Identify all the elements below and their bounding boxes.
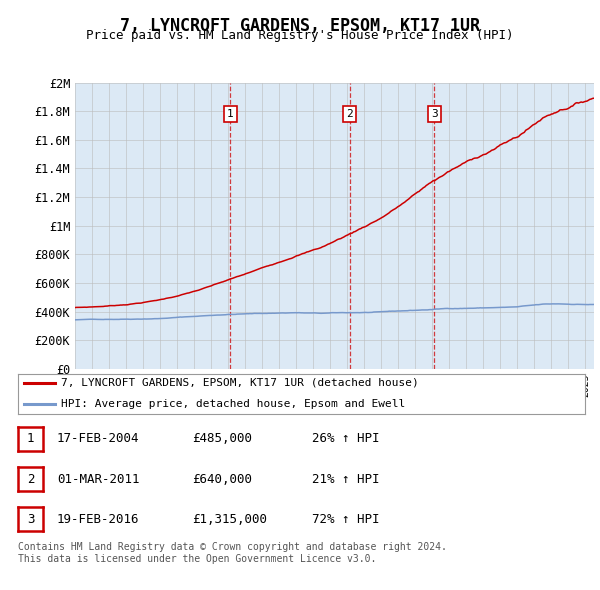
Text: 2: 2 (347, 109, 353, 119)
Text: 21% ↑ HPI: 21% ↑ HPI (312, 473, 380, 486)
Text: 26% ↑ HPI: 26% ↑ HPI (312, 432, 380, 445)
Text: 3: 3 (27, 513, 34, 526)
Text: £640,000: £640,000 (192, 473, 252, 486)
Text: 7, LYNCROFT GARDENS, EPSOM, KT17 1UR: 7, LYNCROFT GARDENS, EPSOM, KT17 1UR (120, 17, 480, 35)
Text: 3: 3 (431, 109, 438, 119)
Text: 19-FEB-2016: 19-FEB-2016 (57, 513, 139, 526)
Text: Price paid vs. HM Land Registry's House Price Index (HPI): Price paid vs. HM Land Registry's House … (86, 30, 514, 42)
Text: 01-MAR-2011: 01-MAR-2011 (57, 473, 139, 486)
Text: 72% ↑ HPI: 72% ↑ HPI (312, 513, 380, 526)
Text: 1: 1 (27, 432, 34, 445)
Text: 2: 2 (27, 473, 34, 486)
Text: 7, LYNCROFT GARDENS, EPSOM, KT17 1UR (detached house): 7, LYNCROFT GARDENS, EPSOM, KT17 1UR (de… (61, 378, 418, 388)
Text: £485,000: £485,000 (192, 432, 252, 445)
Text: £1,315,000: £1,315,000 (192, 513, 267, 526)
Text: HPI: Average price, detached house, Epsom and Ewell: HPI: Average price, detached house, Epso… (61, 399, 405, 409)
Text: 1: 1 (227, 109, 233, 119)
Text: Contains HM Land Registry data © Crown copyright and database right 2024.
This d: Contains HM Land Registry data © Crown c… (18, 542, 447, 564)
Text: 17-FEB-2004: 17-FEB-2004 (57, 432, 139, 445)
